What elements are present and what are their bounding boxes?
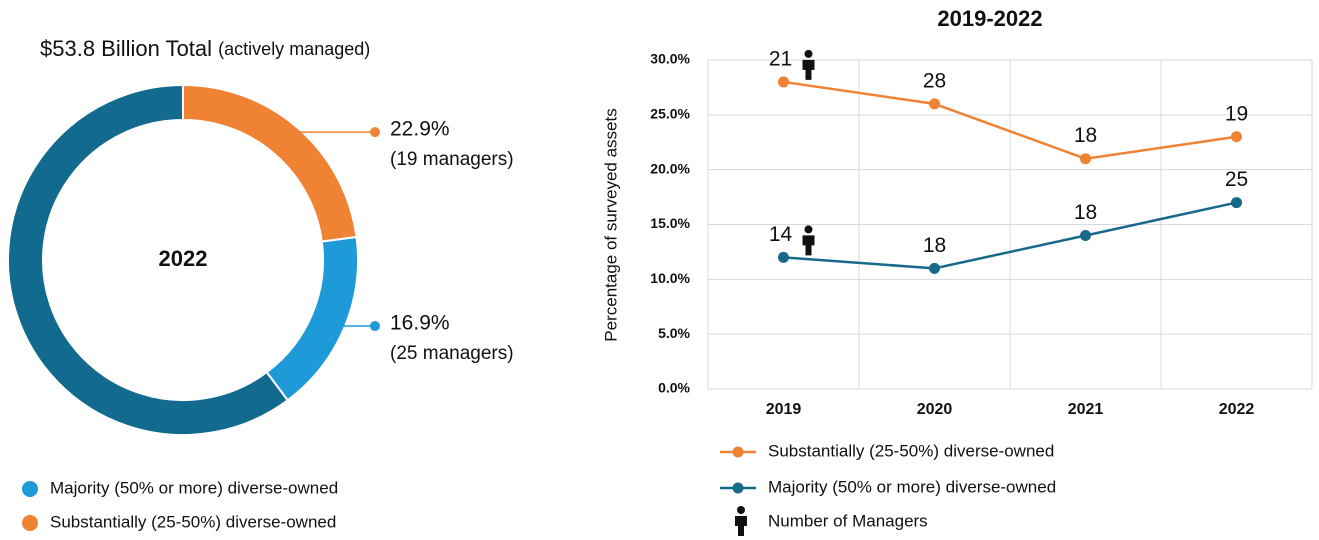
x-tick-label: 2019: [766, 401, 802, 418]
donut-slice: [182, 83, 358, 243]
x-tick-label: 2020: [917, 401, 953, 418]
legend-icon: [735, 506, 747, 536]
y-tick-label: 5.0%: [658, 325, 690, 341]
title-sub: (actively managed): [218, 39, 370, 59]
icon-body: [802, 235, 815, 256]
data-point: [778, 76, 789, 88]
leader-dot: [370, 321, 380, 332]
data-point: [1231, 131, 1242, 143]
series-line: [783, 201, 1237, 270]
manager-count: 18: [1074, 124, 1097, 147]
manager-count: 25: [1225, 168, 1248, 191]
manager-icon: [802, 225, 815, 256]
data-point: [929, 262, 940, 274]
manager-count: 14: [769, 223, 793, 246]
x-tick-label: 2021: [1068, 401, 1104, 418]
y-tick-label: 30.0%: [650, 51, 690, 67]
legend-swatch: [22, 481, 38, 497]
data-point: [1231, 197, 1242, 209]
manager-count: 19: [1225, 102, 1248, 125]
leader-dot: [370, 127, 380, 138]
slice-value-label: 16.9%: [390, 312, 450, 335]
icon-body: [802, 59, 815, 80]
manager-count: 21: [769, 47, 792, 70]
legend-marker: [732, 482, 744, 494]
slice-value-label: 22.9%: [390, 118, 450, 141]
icon-head: [804, 225, 813, 234]
legend-label: Substantially (25-50%) diverse-owned: [768, 441, 1054, 460]
data-point: [1080, 229, 1091, 241]
data-point: [929, 98, 940, 110]
series-line: [783, 80, 1237, 160]
y-tick-label: 25.0%: [650, 106, 690, 122]
legend-label: Majority (50% or more) diverse-owned: [50, 478, 338, 497]
legend-marker: [732, 446, 744, 458]
slice-note: (19 managers): [390, 149, 514, 170]
manager-count: 18: [923, 234, 946, 257]
manager-count: 28: [923, 69, 946, 92]
legend-swatch: [22, 515, 38, 531]
icon-head: [804, 49, 813, 58]
data-point: [778, 251, 789, 263]
legend-label: Substantially (25-50%) diverse-owned: [50, 512, 336, 531]
title-main: $53.8 Billion Total: [40, 36, 212, 61]
slice-note: (25 managers): [390, 343, 514, 364]
y-axis-label: Percentage of surveyed assets: [601, 108, 620, 341]
line-title: 2019-2022: [937, 6, 1042, 31]
donut-slice: [7, 83, 290, 436]
y-tick-label: 15.0%: [650, 215, 690, 231]
y-tick-label: 20.0%: [650, 160, 690, 176]
legend-label: Majority (50% or more) diverse-owned: [768, 477, 1056, 496]
manager-icon: [802, 49, 815, 80]
donut-center-label: 2022: [159, 246, 208, 271]
donut-slice: [265, 235, 359, 402]
manager-count: 18: [1074, 201, 1097, 224]
y-tick-label: 10.0%: [650, 270, 690, 286]
data-point: [1080, 153, 1091, 165]
legend-label: Number of Managers: [768, 511, 928, 530]
donut-title: $53.8 Billion Total (actively managed): [40, 36, 370, 61]
x-tick-label: 2022: [1219, 401, 1255, 418]
y-tick-label: 0.0%: [658, 380, 690, 396]
